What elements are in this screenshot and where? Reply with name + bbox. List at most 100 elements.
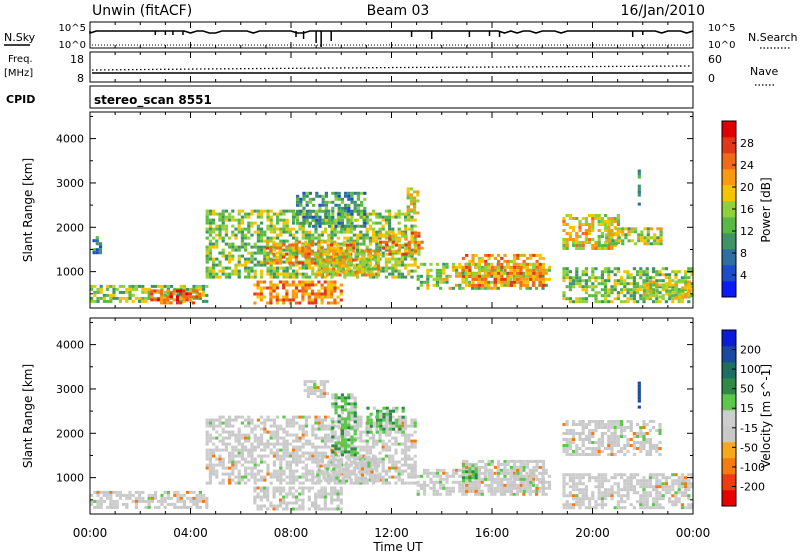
heatmap-cell	[568, 279, 572, 283]
heatmap-cell	[218, 230, 222, 234]
heatmap-cell	[487, 265, 491, 269]
heatmap-cell	[372, 227, 376, 231]
heatmap-cell	[260, 427, 264, 431]
heatmap-cell	[353, 224, 357, 228]
heatmap-cell	[645, 267, 649, 271]
heatmap-cell	[310, 501, 315, 505]
heatmap-cell	[391, 240, 395, 244]
heatmap-cell	[256, 224, 260, 228]
heatmap-cell	[594, 426, 598, 429]
heatmap-cell	[367, 270, 371, 274]
heatmap-cell	[314, 454, 318, 458]
heatmap-cell	[311, 451, 315, 455]
heatmap-cell	[653, 239, 657, 243]
heatmap-cell	[189, 496, 193, 500]
heatmap-cell	[538, 280, 542, 284]
heatmap-cell	[671, 270, 675, 274]
heatmap-cell	[205, 430, 209, 434]
heatmap-cell	[276, 472, 280, 476]
heatmap-cell	[295, 436, 299, 440]
heatmap-cell	[541, 474, 545, 478]
heatmap-cell	[250, 260, 254, 264]
heatmap-cell	[565, 247, 569, 250]
heatmap-cell	[613, 438, 617, 441]
heatmap-cell	[212, 266, 216, 270]
heatmap-cell	[516, 459, 520, 463]
heatmap-cell	[272, 495, 276, 499]
heatmap-cell	[410, 236, 414, 240]
heatmap-cell	[333, 289, 337, 293]
heatmap-cell	[331, 191, 335, 195]
heatmap-cell	[276, 424, 280, 428]
heatmap-cell	[581, 482, 585, 486]
heatmap-cell	[294, 283, 299, 287]
heatmap-cell	[535, 486, 539, 490]
heatmap-cell	[490, 480, 494, 484]
heatmap-cell	[240, 448, 244, 452]
heatmap-cell	[645, 423, 649, 426]
heatmap-cell	[327, 415, 331, 419]
heatmap-cell	[649, 280, 653, 284]
heatmap-cell	[388, 481, 392, 485]
heatmap-cell	[407, 218, 411, 222]
heatmap-cell	[237, 245, 241, 249]
heatmap-cell	[465, 465, 469, 469]
heatmap-cell	[597, 426, 601, 429]
heatmap-cell	[613, 491, 617, 495]
heatmap-cell	[288, 418, 292, 422]
heatmap-cell	[378, 243, 383, 247]
heatmap-cell	[247, 221, 251, 225]
heatmap-cell	[205, 260, 209, 264]
heatmap-cell	[636, 482, 640, 486]
heatmap-cell	[212, 463, 216, 467]
heatmap-cell	[432, 277, 436, 281]
heatmap-cell	[572, 241, 576, 244]
heatmap-cell	[394, 260, 398, 264]
heatmap-cell	[677, 300, 681, 304]
heatmap-cell	[302, 194, 306, 198]
heatmap-cell	[591, 244, 595, 247]
heatmap-cell	[562, 229, 566, 232]
heatmap-cell	[432, 474, 436, 478]
heatmap-cell	[317, 466, 321, 470]
heatmap-cell	[674, 280, 678, 284]
heatmap-cell	[668, 476, 672, 480]
heatmap-cell	[228, 242, 232, 246]
heatmap-cell	[282, 209, 286, 213]
heatmap-cell	[202, 493, 206, 497]
heatmap-cell	[414, 243, 418, 247]
heatmap-cell	[307, 246, 311, 250]
heatmap-cell	[348, 470, 352, 474]
heatmap-cell	[464, 480, 468, 484]
heatmap-cell	[163, 499, 167, 503]
heatmap-cell	[269, 221, 273, 225]
heatmap-cell	[413, 430, 417, 434]
heatmap-cell	[496, 468, 500, 472]
heatmap-cell	[305, 194, 309, 198]
heatmap-cell	[607, 276, 611, 280]
heatmap-cell	[332, 267, 336, 271]
heatmap-cell	[581, 420, 585, 423]
heatmap-cell	[112, 293, 116, 297]
heatmap-cell	[301, 445, 305, 449]
heatmap-cell	[376, 464, 381, 468]
heatmap-cell	[276, 415, 280, 419]
heatmap-cell	[336, 454, 340, 458]
heatmap-cell	[591, 247, 595, 250]
heatmap-cell	[291, 492, 295, 496]
heatmap-cell	[572, 429, 576, 432]
heatmap-cell	[432, 489, 436, 493]
heatmap-cell	[410, 224, 414, 228]
heatmap-cell	[372, 445, 376, 449]
heatmap-cell	[397, 257, 401, 261]
heatmap-cell	[620, 291, 624, 295]
heatmap-cell	[646, 239, 650, 243]
heatmap-cell	[285, 460, 289, 464]
heatmap-cell	[323, 286, 327, 290]
heatmap-cell	[330, 454, 334, 458]
heatmap-cell	[490, 268, 494, 272]
heatmap-cell	[404, 218, 408, 222]
heatmap-cell	[320, 439, 324, 443]
heatmap-cell	[260, 272, 264, 276]
heatmap-cell	[263, 239, 267, 243]
